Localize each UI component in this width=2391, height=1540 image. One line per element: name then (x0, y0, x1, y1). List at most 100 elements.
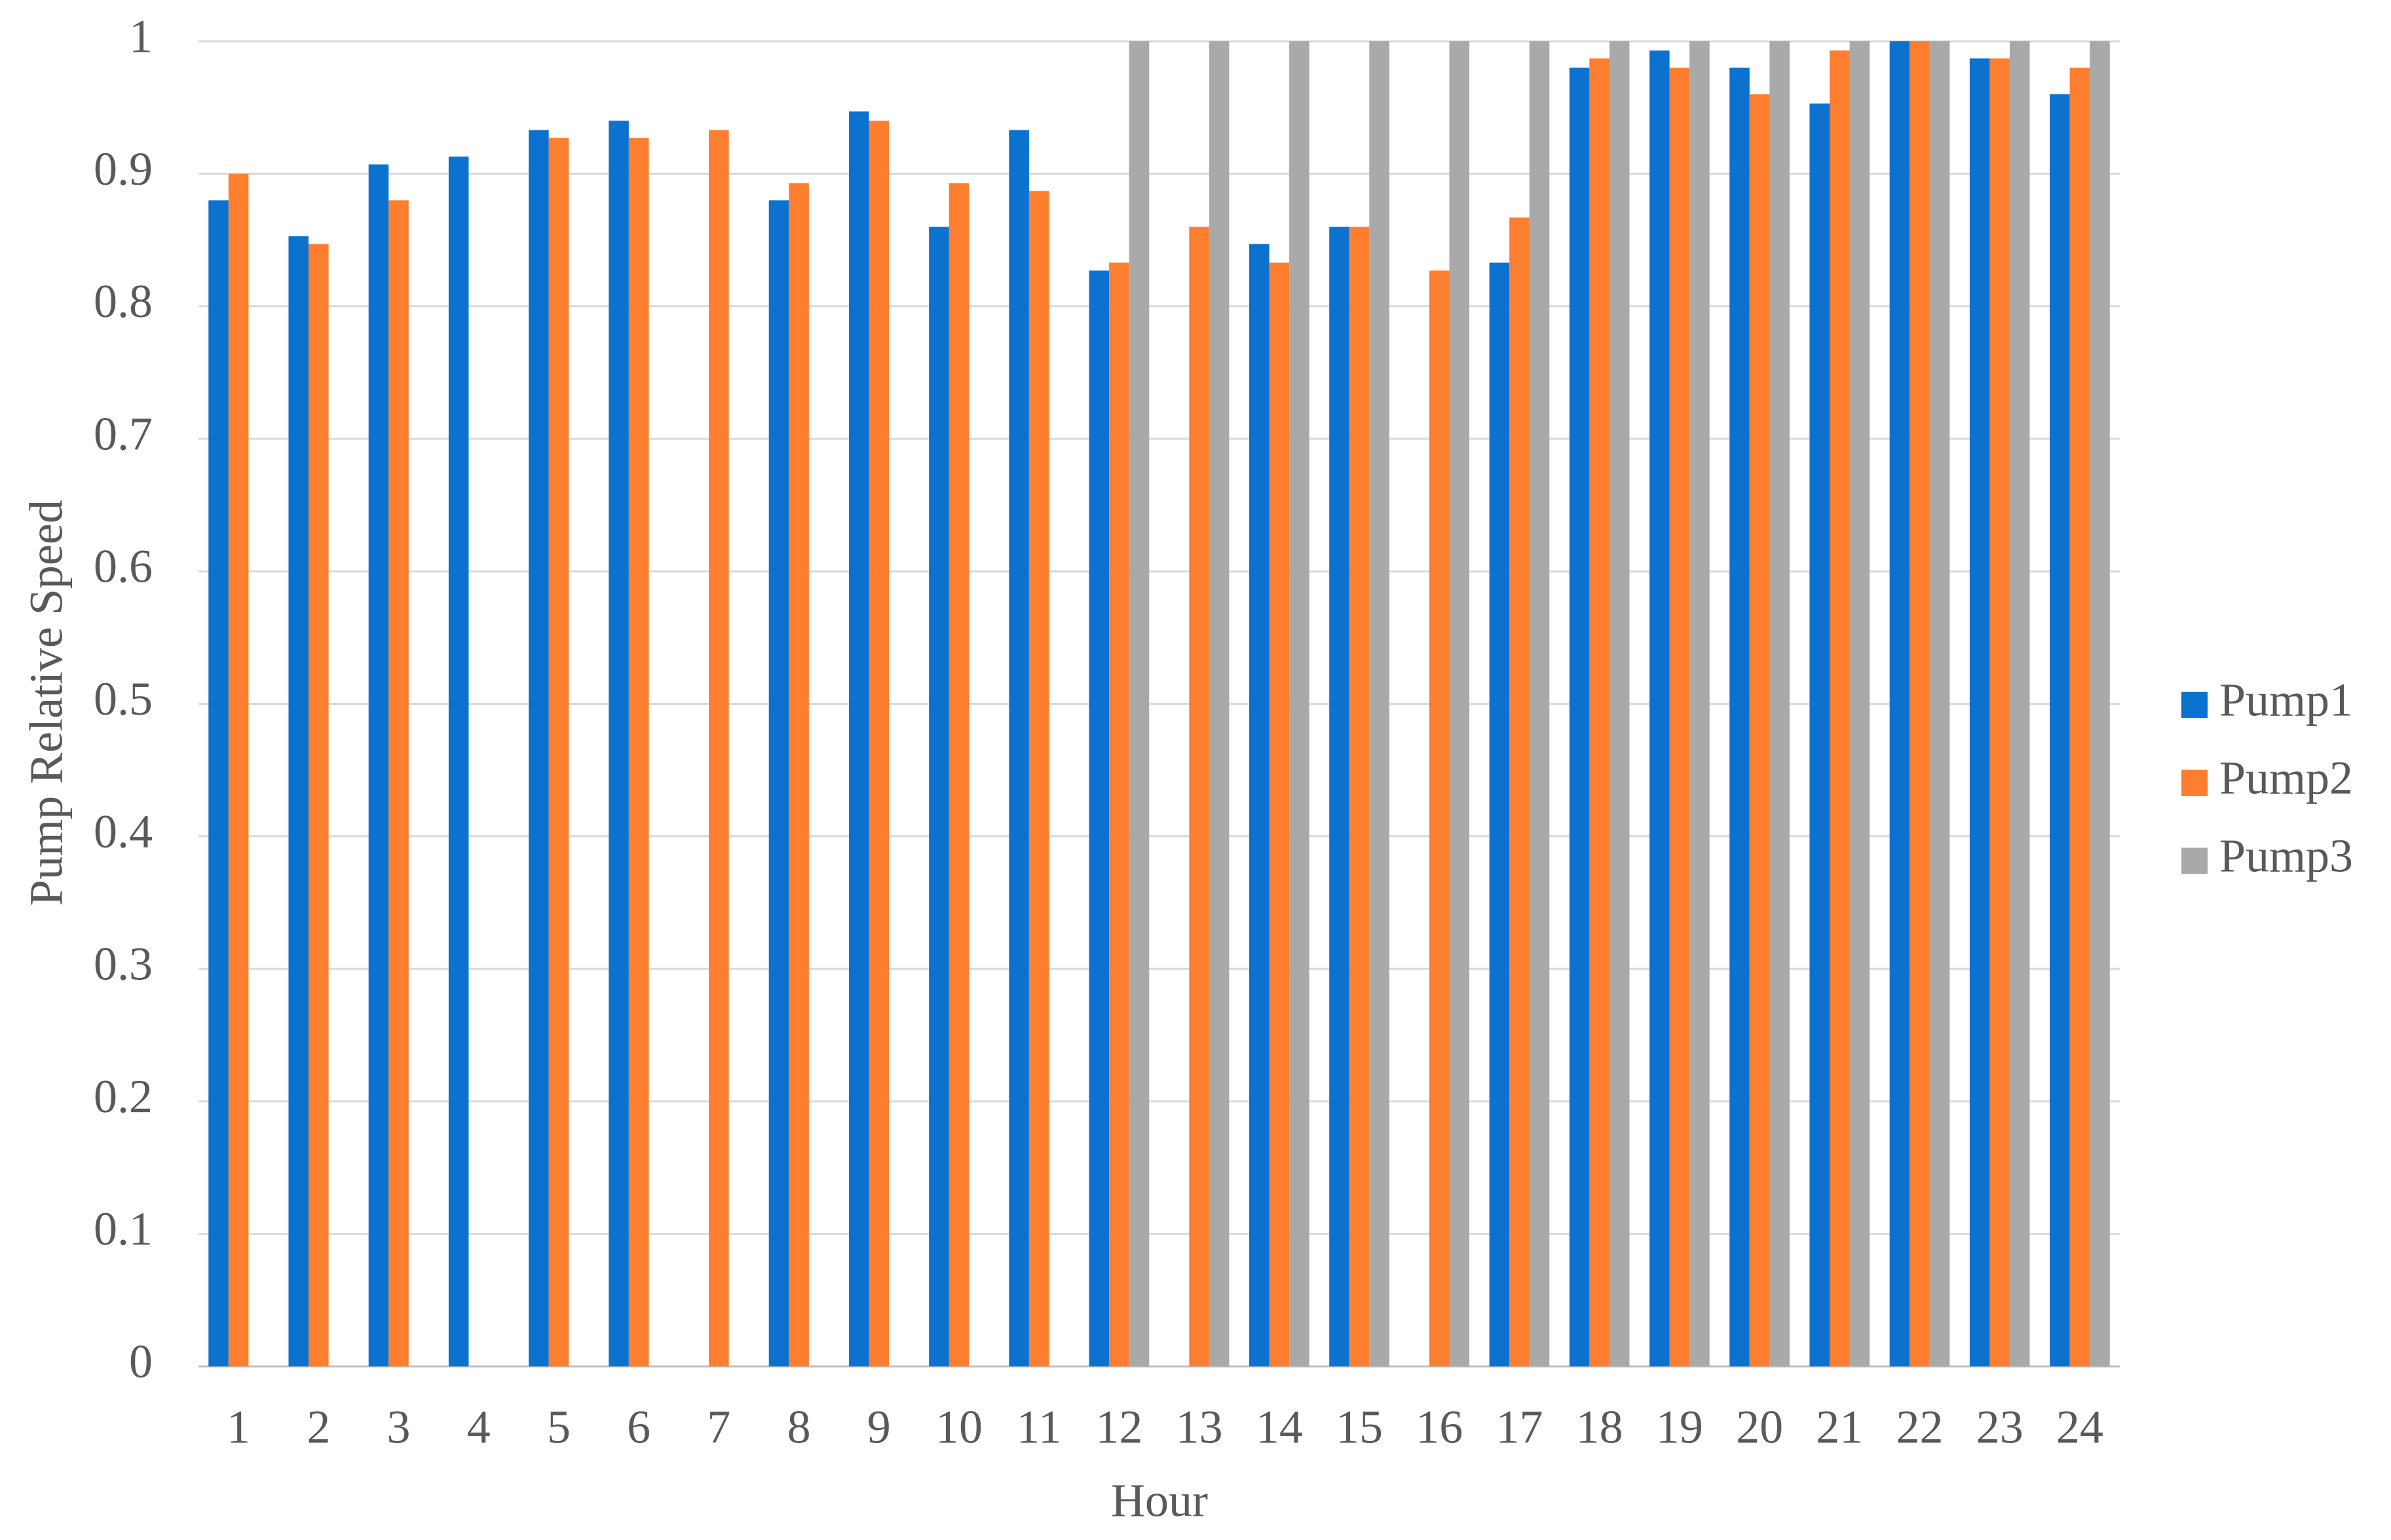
x-tick-label: 14 (1256, 1401, 1303, 1454)
x-tick-label: 15 (1336, 1401, 1383, 1454)
bar (1249, 244, 1270, 1366)
bar (1849, 41, 1870, 1366)
x-tick-label: 23 (1976, 1401, 2024, 1454)
legend-swatch (2181, 848, 2208, 874)
bar (1028, 191, 1049, 1366)
bar (1209, 41, 1230, 1366)
x-tick-label: 19 (1656, 1401, 1703, 1454)
x-tick-label: 1 (227, 1401, 250, 1454)
bar (288, 236, 309, 1367)
y-tick-label: 0.7 (94, 407, 153, 460)
bar (529, 130, 549, 1366)
x-tick-label: 6 (627, 1401, 650, 1454)
bar (1529, 41, 1550, 1366)
bar (1429, 270, 1450, 1366)
y-tick-label: 0.1 (94, 1203, 153, 1255)
x-tick-label: 2 (307, 1401, 330, 1454)
bar (1969, 58, 1990, 1367)
legend-swatch (2181, 770, 2208, 796)
bar (1729, 67, 1750, 1367)
bar (1689, 41, 1710, 1366)
y-tick-label: 0.8 (94, 275, 153, 328)
y-tick-label: 0.2 (94, 1070, 153, 1123)
bar (1289, 41, 1309, 1366)
bar (1669, 67, 1690, 1367)
bar (609, 121, 629, 1366)
bar (929, 227, 949, 1367)
bar (1109, 262, 1129, 1366)
x-tick-label: 17 (1496, 1401, 1543, 1454)
bar (1189, 227, 1209, 1367)
x-tick-label: 12 (1095, 1401, 1142, 1454)
x-tick-label: 22 (1896, 1401, 1943, 1454)
bar (1929, 41, 1950, 1366)
bar (1489, 262, 1510, 1366)
bar (848, 111, 869, 1366)
y-tick-label: 0.5 (94, 673, 153, 725)
x-tick-label: 11 (1017, 1401, 1062, 1454)
x-tick-label: 3 (387, 1401, 411, 1454)
y-tick-label: 0 (129, 1336, 153, 1388)
bar (309, 244, 329, 1366)
legend-swatch (2181, 692, 2208, 718)
bar (1349, 227, 1370, 1367)
x-tick-label: 24 (2056, 1401, 2103, 1454)
bar (709, 130, 729, 1366)
x-tick-label: 13 (1176, 1401, 1223, 1454)
bar (1509, 217, 1530, 1367)
bar (1910, 41, 1930, 1366)
bar (448, 157, 469, 1367)
bar (1009, 130, 1029, 1366)
bar (1129, 41, 1150, 1366)
bar (2069, 67, 2090, 1367)
x-tick-label: 7 (707, 1401, 730, 1454)
y-tick-label: 0.3 (94, 938, 153, 990)
bar (1609, 41, 1630, 1366)
x-tick-label: 18 (1576, 1401, 1623, 1454)
bar (1829, 50, 1850, 1366)
bar (1809, 103, 1830, 1366)
bar (208, 200, 229, 1366)
x-tick-label: 4 (467, 1401, 491, 1454)
legend-label: Pump1 (2219, 674, 2353, 726)
bar (228, 174, 249, 1366)
x-tick-label: 8 (787, 1401, 811, 1454)
bar (949, 183, 970, 1367)
y-tick-label: 0.4 (94, 805, 153, 857)
bar (628, 138, 649, 1367)
bar (1269, 262, 1290, 1366)
x-tick-label: 20 (1736, 1401, 1783, 1454)
y-tick-label: 1 (129, 10, 153, 63)
bar (789, 183, 809, 1367)
bar (768, 200, 789, 1366)
bar (2009, 41, 2030, 1366)
legend-label: Pump2 (2219, 752, 2353, 804)
x-tick-label: 21 (1816, 1401, 1863, 1454)
bar (1329, 227, 1349, 1367)
bar (1749, 94, 1770, 1366)
bar (1769, 41, 1790, 1366)
bar (1589, 58, 1610, 1367)
bar (548, 138, 569, 1367)
bar (869, 121, 890, 1366)
x-tick-label: 16 (1416, 1401, 1463, 1454)
bar (368, 164, 389, 1366)
bar (1449, 41, 1470, 1366)
x-axis-title: Hour (1111, 1474, 1208, 1527)
bar (1089, 270, 1110, 1366)
bar (1369, 41, 1389, 1366)
legend-label: Pump3 (2219, 830, 2353, 882)
y-tick-label: 0.9 (94, 143, 153, 195)
bar (2050, 94, 2070, 1366)
bar (1889, 41, 1910, 1366)
bar (2090, 41, 2110, 1366)
x-tick-label: 5 (547, 1401, 571, 1454)
bar (388, 200, 409, 1366)
y-axis-title: Pump Relative Speed (20, 500, 73, 906)
x-tick-label: 10 (935, 1401, 983, 1454)
y-tick-label: 0.6 (94, 540, 153, 593)
bar (1989, 58, 2010, 1367)
bar (1649, 50, 1670, 1366)
